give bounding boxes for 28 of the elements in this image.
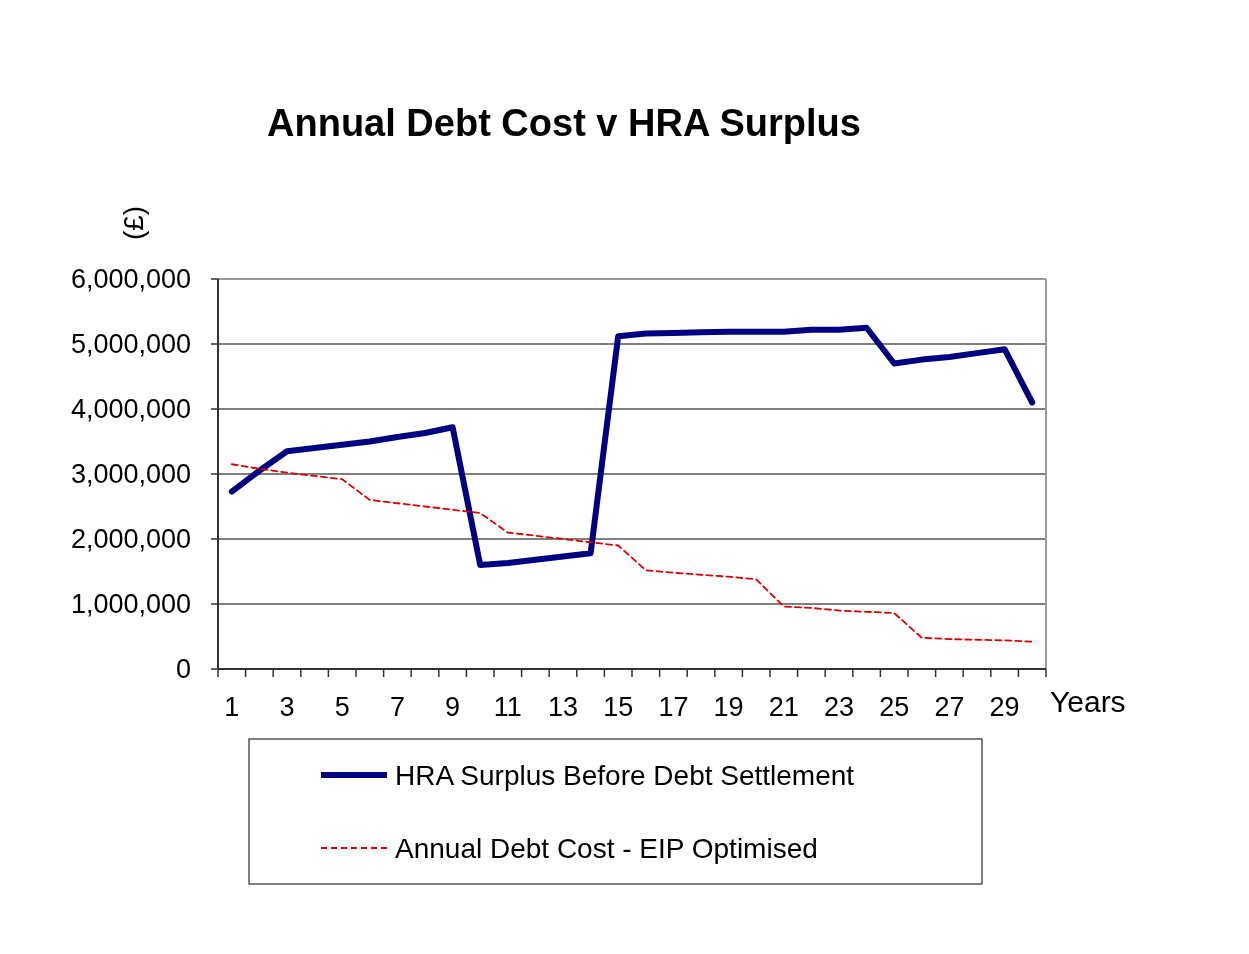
legend-label: Annual Debt Cost - EIP Optimised	[395, 832, 818, 864]
x-tick-label: 3	[279, 692, 295, 722]
x-tick-label: 15	[603, 692, 634, 722]
y-tick-label: 6,000,000	[70, 264, 191, 295]
y-tick-label: 0	[175, 654, 191, 685]
y-tick-label: 3,000,000	[70, 459, 191, 490]
y-tick-label: 1,000,000	[70, 589, 191, 620]
x-tick-label: 7	[389, 692, 405, 722]
chart-title: Annual Debt Cost v HRA Surplus	[267, 102, 861, 144]
x-tick-label: 11	[493, 692, 522, 722]
x-tick-label: 27	[934, 692, 965, 722]
x-tick-label: 23	[823, 692, 855, 722]
x-tick-label: 25	[879, 692, 910, 722]
x-tick-label: 13	[547, 692, 579, 722]
line-series	[230, 463, 1034, 643]
y-tick-label: 2,000,000	[70, 524, 191, 555]
x-tick-label: 9	[445, 692, 461, 722]
y-axis-title: (£)	[118, 205, 149, 241]
x-tick-label: 1	[224, 692, 240, 722]
y-tick-label: 4,000,000	[70, 394, 191, 425]
x-axis-title: Years	[1050, 685, 1126, 718]
x-tick-label: 29	[989, 692, 1020, 722]
x-tick-label: 21	[768, 692, 799, 722]
legend-label: HRA Surplus Before Debt Settlement	[395, 759, 855, 791]
x-tick-label: 5	[334, 692, 350, 722]
y-tick-label: 5,000,000	[70, 329, 191, 360]
x-tick-label: 19	[713, 692, 744, 722]
x-tick-label: 17	[658, 692, 689, 722]
